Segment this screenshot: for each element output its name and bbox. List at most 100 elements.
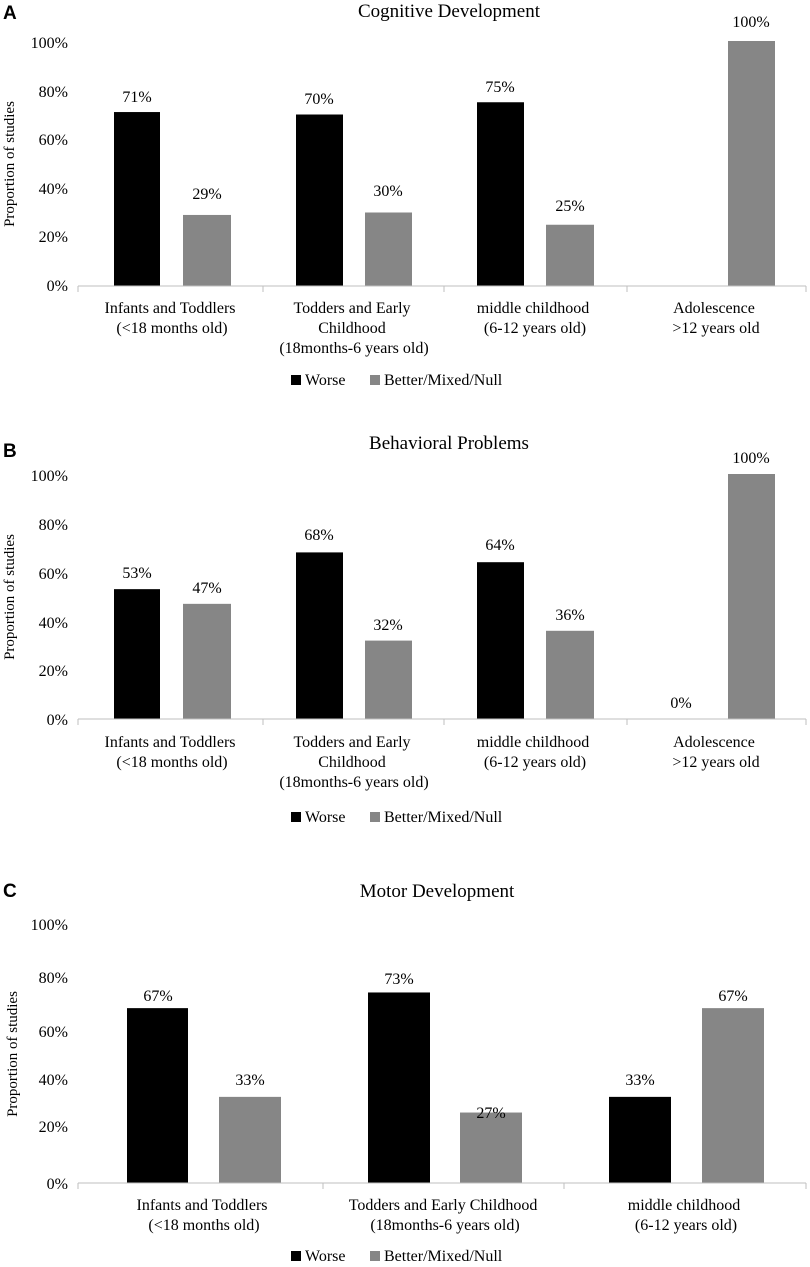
legend-label-worse: Worse — [305, 372, 345, 389]
panel-letter-b: B — [3, 441, 17, 462]
bar-better-infants — [183, 214, 231, 286]
category-label-line: (6-12 years old) — [484, 754, 586, 771]
data-label: 70% — [304, 91, 333, 108]
bar-worse-middle-childhood — [477, 562, 524, 719]
category-label-line: Adolescence — [673, 734, 755, 751]
legend-swatch-better — [370, 375, 380, 385]
category-label: middle childhood (6-12 years old) — [477, 734, 593, 771]
category-label-line: (18months-6 years old) — [279, 774, 428, 791]
data-label: 25% — [555, 198, 584, 215]
data-label: 47% — [192, 580, 221, 597]
bar-worse-middle-childhood — [609, 1096, 671, 1183]
y-tick-label: 60% — [39, 1024, 68, 1041]
bar-better-middle-childhood — [546, 630, 594, 719]
y-tick-label: 80% — [39, 517, 68, 534]
data-label: 36% — [555, 607, 584, 624]
y-tick-label: 20% — [39, 229, 68, 246]
category-label-line: middle childhood — [477, 734, 589, 751]
y-tick-label: 0% — [47, 278, 68, 295]
category-label: Todders and Early Childhood (18months-6 … — [279, 300, 428, 357]
category-label-line: Todders and Early — [293, 300, 410, 317]
data-label: 33% — [625, 1072, 654, 1089]
data-label: 75% — [485, 79, 514, 96]
bar-worse-infants — [114, 589, 160, 719]
panel-b: B Behavioral Problems Proportion of stud… — [2, 433, 807, 826]
legend-label-better: Better/Mixed/Null — [384, 809, 503, 826]
bar-worse-infants — [114, 112, 160, 286]
data-label: 67% — [718, 988, 747, 1005]
data-label: 29% — [192, 186, 221, 203]
category-label: Adolescence >12 years old — [672, 734, 759, 771]
category-label-line: Infants and Toddlers — [137, 1197, 268, 1214]
panel-c: C Motor Development Proportion of studie… — [3, 881, 807, 1265]
category-label: middle childhood (6-12 years old) — [628, 1197, 744, 1234]
panel-a: A Cognitive Development Proportion of st… — [2, 1, 807, 389]
category-label-line: Todders and Early — [293, 734, 410, 751]
data-label: 73% — [384, 971, 413, 988]
category-label-line: (18months-6 years old) — [279, 340, 428, 357]
chart-title-b: Behavioral Problems — [369, 433, 529, 454]
bars-b — [114, 474, 775, 719]
data-label: 71% — [122, 89, 151, 106]
category-label-line: (6-12 years old) — [635, 1217, 737, 1234]
y-tick-label: 0% — [47, 1176, 68, 1193]
category-label-line: Infants and Toddlers — [105, 300, 236, 317]
bars-a — [114, 41, 775, 286]
category-label-line: >12 years old — [672, 754, 759, 771]
panel-letter-a: A — [3, 3, 17, 24]
bar-better-early-childhood — [365, 640, 412, 719]
bar-better-infants — [183, 603, 231, 719]
category-label-line: Infants and Toddlers — [105, 734, 236, 751]
bar-worse-early-childhood — [296, 552, 343, 719]
category-label-line: (<18 months old) — [116, 754, 227, 771]
y-tick-label: 100% — [31, 917, 68, 934]
legend-b: Worse Better/Mixed/Null — [291, 809, 503, 826]
y-tick-label: 60% — [39, 132, 68, 149]
category-label-line: (<18 months old) — [148, 1217, 259, 1234]
data-label: 30% — [373, 183, 402, 200]
bar-better-middle-childhood — [546, 224, 594, 286]
legend-label-worse: Worse — [305, 809, 345, 826]
category-label: Infants and Toddlers (<18 months old) — [105, 734, 240, 771]
chart-title-a: Cognitive Development — [358, 1, 541, 22]
data-label: 68% — [304, 527, 333, 544]
bar-better-early-childhood — [460, 1112, 522, 1183]
category-label-line: middle childhood — [628, 1197, 740, 1214]
data-label: 33% — [235, 1072, 264, 1089]
category-label-line: (<18 months old) — [116, 320, 227, 337]
y-axis-label-a: Proportion of studies — [2, 101, 18, 227]
legend-swatch-better — [370, 812, 380, 822]
y-tick-label: 0% — [47, 712, 68, 729]
category-label: Adolescence >12 years old — [672, 300, 759, 337]
bar-better-middle-childhood — [702, 1008, 764, 1183]
bars-c — [127, 992, 764, 1183]
legend-c: Worse Better/Mixed/Null — [291, 1248, 503, 1265]
data-label: 100% — [732, 14, 769, 31]
y-axis-label-b: Proportion of studies — [2, 534, 18, 660]
category-label: Infants and Toddlers (<18 months old) — [105, 300, 240, 337]
category-label: middle childhood (6-12 years old) — [477, 300, 593, 337]
data-label: 100% — [732, 450, 769, 467]
legend-label-better: Better/Mixed/Null — [384, 372, 503, 389]
bar-better-early-childhood — [365, 212, 412, 286]
y-tick-label: 40% — [39, 181, 68, 198]
data-label: 67% — [143, 988, 172, 1005]
category-label: Todders and Early Childhood (18months-6 … — [349, 1197, 542, 1234]
category-label: Todders and Early Childhood (18months-6 … — [279, 734, 428, 791]
y-tick-label: 40% — [39, 1072, 68, 1089]
data-label: 32% — [373, 617, 402, 634]
y-tick-label: 80% — [39, 84, 68, 101]
bar-worse-early-childhood — [368, 992, 430, 1183]
data-label: 64% — [485, 537, 514, 554]
category-label-line: middle childhood — [477, 300, 589, 317]
category-label-line: Childhood — [318, 754, 386, 771]
category-label-line: (6-12 years old) — [484, 320, 586, 337]
bar-worse-infants — [127, 1008, 188, 1183]
category-label-line: (18months-6 years old) — [370, 1217, 519, 1234]
y-tick-label: 40% — [39, 615, 68, 632]
y-tick-label: 100% — [31, 35, 68, 52]
legend-label-worse: Worse — [305, 1248, 345, 1265]
legend-label-better: Better/Mixed/Null — [384, 1248, 503, 1265]
category-label-line: >12 years old — [672, 320, 759, 337]
